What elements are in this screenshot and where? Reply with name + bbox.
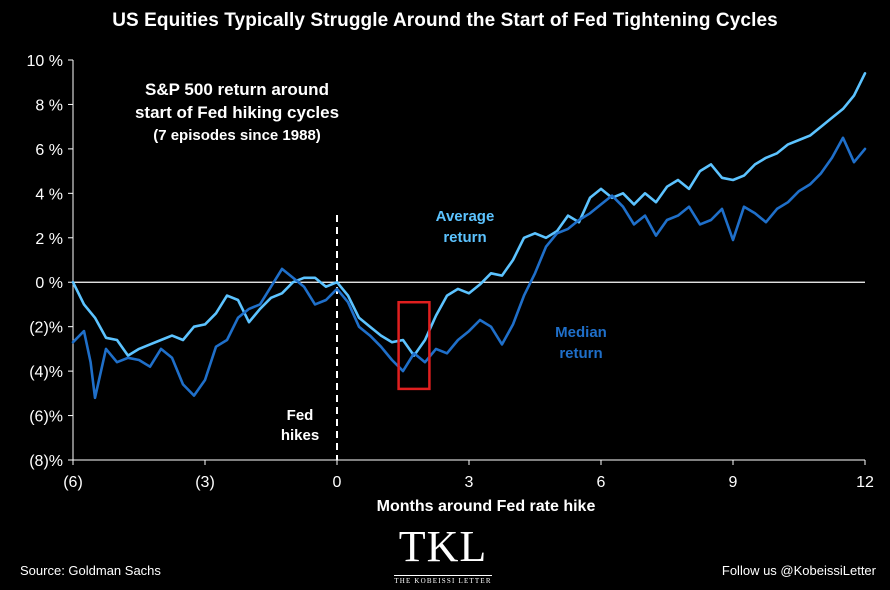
follow-note: Follow us @KobeissiLetter: [721, 563, 876, 578]
y-tick-label: 6 %: [35, 142, 63, 159]
fed-hikes-label-line-1: Fed: [287, 407, 314, 424]
logo-name: THE KOBEISSI LETTER: [394, 575, 492, 585]
y-tick-label: 8 %: [35, 97, 63, 114]
average-return-label-line-2: return: [443, 229, 486, 246]
x-tick-label: 12: [856, 474, 874, 491]
median-return-label-line-1: Median: [555, 324, 607, 341]
y-tick-label: (2)%: [29, 320, 63, 337]
x-tick-label: 0: [333, 474, 342, 491]
y-tick-label: 0 %: [35, 275, 63, 292]
axes-layer: 10 % 8 % 6 % 4 % 2 % 0 % (2)% (4)% (6)% (8)%(6) (3…: [27, 53, 874, 491]
y-tick-label: 2 %: [35, 231, 63, 248]
y-tick-label: (6)%: [29, 409, 63, 426]
x-tick-label: (6): [63, 474, 83, 491]
logo-mark: TKL: [398, 522, 488, 571]
heading-line-3: (7 episodes since 1988): [153, 127, 321, 144]
y-tick-label: 4 %: [35, 186, 63, 203]
y-tick-label: (4)%: [29, 364, 63, 381]
highlight-box: [397, 300, 431, 391]
heading-line-2: start of Fed hiking cycles: [135, 103, 339, 122]
average-return-label-line-1: Average: [436, 208, 495, 225]
heading-line-1: S&P 500 return around: [145, 80, 329, 99]
series-layer: [71, 72, 867, 400]
chart-svg: 10 % 8 % 6 % 4 % 2 % 0 % (2)% (4)% (6)% (8)%(6) (3…: [27, 53, 874, 515]
x-tick-label: 6: [597, 474, 606, 491]
median-return-label-line-2: return: [559, 345, 602, 362]
median-return-line: [71, 136, 867, 400]
y-tick-label: (8)%: [29, 453, 63, 470]
x-tick-label: (3): [195, 474, 215, 491]
x-tick-label: 3: [465, 474, 474, 491]
kobeissi-logo: TKL THE KOBEISSI LETTER: [378, 522, 508, 585]
fed-hikes-label-line-2: hikes: [281, 427, 319, 444]
annotation-layer: S&P 500 return around start of Fed hikin…: [135, 80, 607, 515]
x-tick-label: 9: [729, 474, 738, 491]
source-note: Source: Goldman Sachs: [20, 563, 161, 578]
chart-title: US Equities Typically Struggle Around th…: [112, 10, 778, 31]
average-return-line: [71, 72, 867, 357]
x-axis-label: Months around Fed rate hike: [377, 498, 596, 515]
y-tick-label: 10 %: [27, 53, 63, 70]
